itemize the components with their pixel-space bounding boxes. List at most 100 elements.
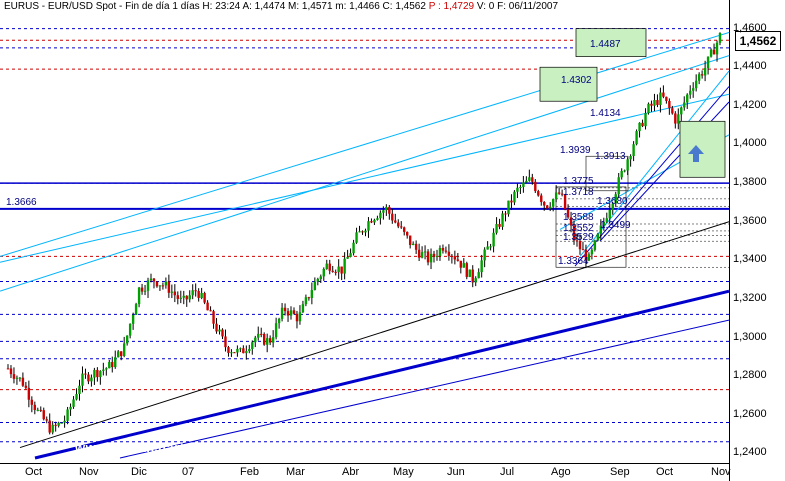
candle-body: [227, 347, 230, 353]
candle-body: [581, 249, 585, 251]
candle-body: [337, 266, 340, 273]
candle-body: [355, 232, 358, 243]
candle-body: [459, 260, 463, 268]
trend-line-black: [19, 221, 729, 449]
candle-body: [128, 323, 132, 336]
candle-body: [546, 205, 549, 209]
candle-body: [593, 240, 597, 250]
candle-body: [188, 295, 191, 300]
candle-body: [111, 362, 114, 368]
candle-body: [423, 251, 427, 253]
candle-body: [179, 297, 182, 299]
candle-body: [69, 406, 72, 410]
candle-body: [403, 227, 406, 232]
y-tick-label: 1,3600: [733, 214, 767, 227]
last-price-badge: 1,4562: [735, 31, 781, 51]
price-axis[interactable]: [729, 0, 785, 481]
candle-body: [120, 351, 123, 357]
x-tick-label: Sep: [610, 466, 630, 478]
candle-body: [617, 177, 620, 195]
candle-body: [477, 272, 480, 279]
candle-body: [134, 304, 138, 315]
candle-body: [9, 368, 13, 375]
candle-body: [411, 243, 415, 245]
candle-body: [54, 424, 57, 426]
candle-body: [554, 192, 558, 200]
candle-body: [367, 221, 370, 231]
candle-body: [233, 352, 236, 354]
candle-body: [310, 290, 314, 298]
candle-body: [644, 113, 647, 127]
candle-body: [346, 256, 349, 259]
candle-body: [63, 420, 66, 423]
candle-body: [450, 255, 454, 257]
candle-body: [215, 323, 218, 332]
candle-body: [125, 335, 129, 344]
candle-body: [614, 194, 617, 204]
candle-body: [584, 249, 588, 261]
candle-body: [706, 56, 710, 69]
candle-body: [212, 311, 215, 324]
candle-body: [155, 281, 159, 287]
retracement-box: [555, 186, 627, 268]
candle-body: [21, 377, 25, 386]
candle-body: [260, 333, 263, 335]
candle-body: [626, 159, 629, 171]
x-tick-label: 07: [182, 466, 195, 478]
level-annotation: 1.3775: [563, 176, 594, 187]
level-annotation: 1.3499: [600, 220, 631, 231]
candle-body: [531, 177, 534, 182]
candle-body: [438, 247, 442, 257]
up-arrow-icon: [688, 145, 704, 162]
candle-body: [131, 314, 135, 324]
candle-body: [709, 49, 713, 57]
candle-body: [504, 213, 507, 215]
candle-body: [462, 263, 465, 268]
candle-body: [6, 368, 10, 370]
candle-body: [295, 313, 299, 322]
candle-body: [75, 394, 78, 400]
candle-body: [408, 235, 412, 245]
candle-body: [176, 295, 180, 299]
candle-body: [569, 217, 573, 226]
candle-body: [251, 342, 254, 350]
candle-body: [45, 419, 48, 421]
x-tick-label: Jun: [447, 466, 465, 478]
candle-body: [557, 192, 561, 194]
quote-tail: V: 0 F: 06/11/2007: [476, 1, 559, 12]
candle-body: [686, 94, 689, 103]
price-chart[interactable]: [0, 0, 729, 463]
candle-body: [197, 291, 200, 298]
candle-body: [495, 224, 498, 233]
candle-body: [596, 233, 600, 241]
candle-body: [263, 333, 266, 345]
candle-body: [456, 259, 460, 261]
candle-body: [51, 424, 54, 433]
candle-body: [492, 232, 495, 247]
candle-body: [90, 377, 93, 382]
level-annotation: 1.3364: [558, 256, 589, 267]
x-tick-label: Oct: [25, 466, 43, 478]
candle-body: [122, 343, 126, 357]
candle-body: [12, 374, 16, 379]
time-axis[interactable]: [0, 463, 729, 481]
candle-body: [480, 260, 483, 273]
candle-body: [426, 251, 430, 263]
candle-body: [641, 122, 644, 127]
candle-body: [230, 352, 233, 354]
candle-body: [566, 209, 570, 218]
candle-body: [239, 348, 242, 350]
level-annotation: 1.3529: [563, 232, 594, 243]
candle-body: [117, 351, 120, 358]
candle-body: [96, 369, 99, 378]
candle-body: [441, 247, 445, 251]
candle-body: [257, 333, 260, 338]
y-tick-label: 1,2400: [733, 446, 767, 459]
candle-body: [274, 323, 278, 338]
candle-body: [87, 374, 90, 382]
x-tick-label: Abr: [342, 466, 360, 478]
candle-body: [352, 242, 355, 254]
candle-body: [379, 212, 382, 219]
candle-body: [548, 206, 552, 209]
candle-body: [292, 310, 296, 314]
